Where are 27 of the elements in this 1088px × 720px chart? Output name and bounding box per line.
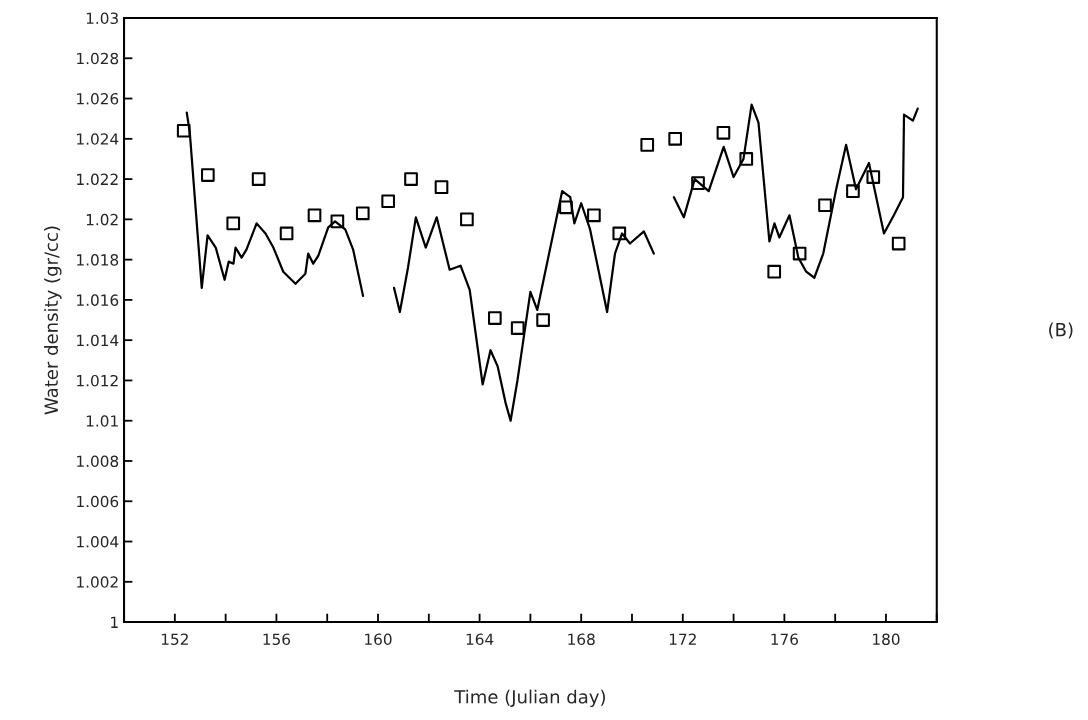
x-tick-label: 180	[873, 633, 900, 646]
y-tick-label: 1.008	[77, 455, 119, 468]
x-tick-label: 164	[466, 633, 494, 646]
x-tick-label: 172	[669, 633, 696, 645]
x-tick-label: 168	[568, 633, 595, 646]
y-tick-label: 1.018	[77, 254, 119, 266]
x-axis-title: Time (Julian day)	[454, 689, 605, 708]
y-tick-label: 1.002	[77, 576, 118, 588]
y-tick-label: 1.026	[77, 93, 119, 105]
y-tick-label: 1.016	[77, 294, 119, 306]
x-tick-label: 156	[263, 633, 291, 646]
y-tick-label: 1.028	[77, 52, 119, 65]
y-axis-title: Water density (gr/cc)	[44, 226, 62, 415]
y-tick-label: 1.022	[77, 173, 118, 186]
text: (B)	[1049, 322, 1073, 339]
y-tick-label: 1.006	[77, 495, 119, 508]
y-tick-label: 1.02	[86, 213, 118, 226]
y-tick-label: 1.03	[86, 12, 118, 25]
x-tick-label: 176	[771, 633, 798, 646]
y-tick-label: 1.012	[77, 374, 118, 387]
y-tick-label: 1.024	[77, 133, 119, 145]
x-tick-label: 160	[365, 633, 392, 646]
y-tick-label: 1.01	[86, 415, 118, 427]
x-tick-label: 152	[161, 633, 188, 646]
y-tick-label: 1.014	[77, 334, 119, 347]
y-tick-label: 1	[111, 616, 118, 628]
y-tick-label: 1.004	[77, 536, 119, 548]
